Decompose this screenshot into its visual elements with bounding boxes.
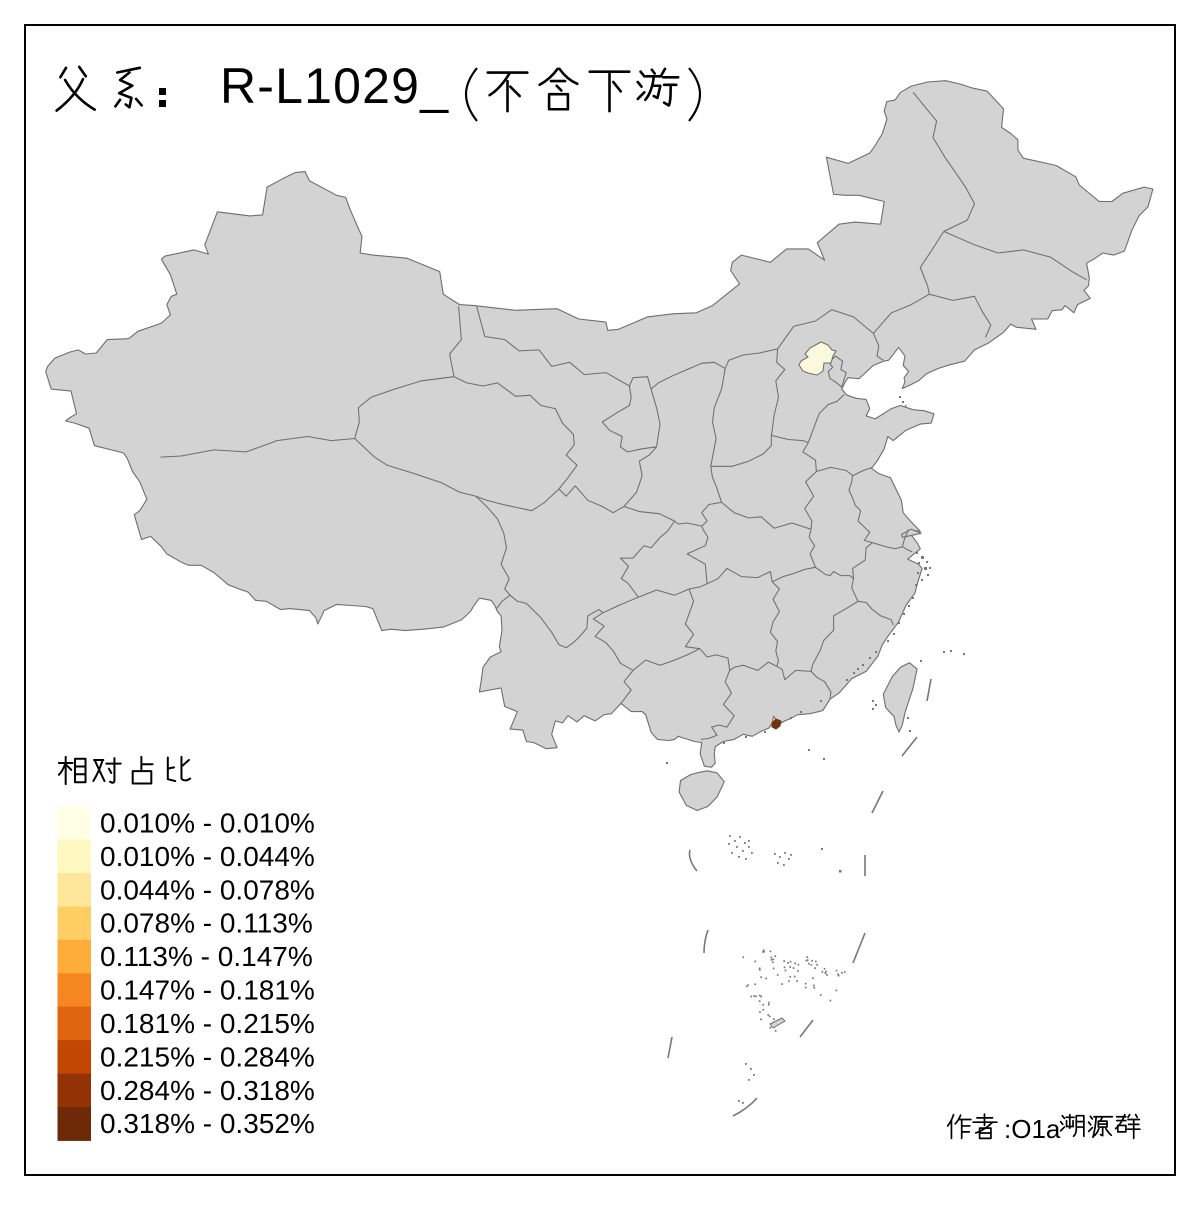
svg-text:0.284% - 0.318%: 0.284% - 0.318% <box>100 1075 315 1106</box>
svg-text:0.113% - 0.147%: 0.113% - 0.147% <box>100 941 313 972</box>
svg-text:0.044% - 0.078%: 0.044% - 0.078% <box>100 874 315 905</box>
svg-text::O1a: :O1a <box>1004 1114 1061 1144</box>
svg-text:0.147% - 0.181%: 0.147% - 0.181% <box>100 975 315 1006</box>
svg-text:0.318% - 0.352%: 0.318% - 0.352% <box>100 1108 315 1139</box>
svg-text:0.181% - 0.215%: 0.181% - 0.215% <box>100 1008 315 1039</box>
svg-text:0.215% - 0.284%: 0.215% - 0.284% <box>100 1041 315 1072</box>
svg-text:R-L1029_: R-L1029_ <box>220 58 449 114</box>
svg-text:0.010% - 0.044%: 0.010% - 0.044% <box>100 841 315 872</box>
svg-text:0.078% - 0.113%: 0.078% - 0.113% <box>100 908 313 939</box>
svg-text:0.010% - 0.010%: 0.010% - 0.010% <box>100 807 315 838</box>
